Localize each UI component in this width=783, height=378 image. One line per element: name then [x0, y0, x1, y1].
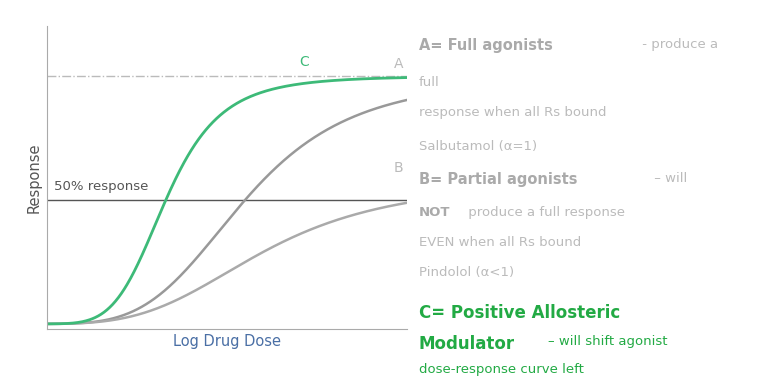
Text: – will shift agonist: – will shift agonist: [548, 335, 668, 347]
Text: Salbutamol (α=1): Salbutamol (α=1): [419, 140, 537, 153]
Text: full: full: [419, 76, 440, 88]
X-axis label: Log Drug Dose: Log Drug Dose: [173, 335, 281, 349]
Text: - produce a: - produce a: [638, 38, 718, 51]
Text: Modulator: Modulator: [419, 335, 515, 353]
Text: produce a full response: produce a full response: [464, 206, 626, 219]
Text: B= Partial agonists: B= Partial agonists: [419, 172, 577, 187]
Text: – will: – will: [650, 172, 687, 185]
Text: response when all Rs bound: response when all Rs bound: [419, 106, 606, 119]
Y-axis label: Response: Response: [27, 143, 41, 213]
Text: C= Positive Allosteric: C= Positive Allosteric: [419, 304, 620, 322]
Text: EVEN when all Rs bound: EVEN when all Rs bound: [419, 236, 581, 249]
Text: A: A: [394, 57, 403, 71]
Text: A= Full agonists: A= Full agonists: [419, 38, 553, 53]
Text: B: B: [394, 161, 403, 175]
Text: C: C: [299, 54, 309, 68]
Text: NOT: NOT: [419, 206, 450, 219]
Text: Pindolol (α<1): Pindolol (α<1): [419, 266, 514, 279]
Text: 50% response: 50% response: [54, 180, 149, 192]
Text: dose-response curve left: dose-response curve left: [419, 363, 584, 376]
